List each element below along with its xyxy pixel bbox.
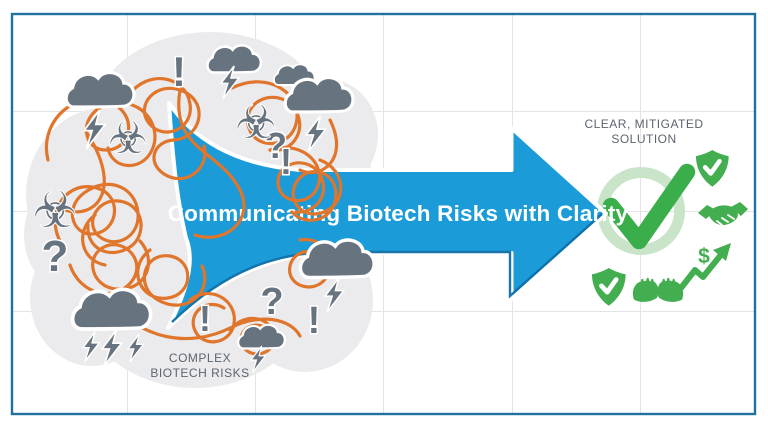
solution-icons: $ [592, 150, 748, 306]
page-border [10, 12, 757, 416]
handshake-icon [698, 202, 748, 226]
arrow-label: Communicating Biotech Risks with Clarity [168, 201, 629, 226]
question-icon: ? [265, 125, 287, 166]
shield-check-icon-top [696, 150, 729, 187]
exclamation-icon: ! [199, 298, 211, 339]
exclamation-icon: ! [172, 48, 186, 95]
biohazard-icon: ☣ [33, 182, 78, 238]
question-icon: ? [260, 281, 283, 323]
solution-caption-line2: SOLUTION [611, 132, 676, 146]
exclamation-icon: ! [280, 141, 292, 182]
biohazard-icon: ☣ [108, 114, 147, 163]
dollar-sign: $ [698, 245, 710, 268]
solution-caption-line1: CLEAR, MITIGATED [584, 117, 703, 131]
growth-dollar-icon: $ [678, 243, 731, 291]
problem-caption-line1: COMPLEX [169, 351, 231, 365]
captions: COMPLEX BIOTECH RISKS CLEAR, MITIGATED S… [150, 117, 703, 380]
risk-marks: ! ! ! ! ? ? ? ☣ ☣ ☣ [32, 47, 322, 344]
biohazard-icon: ☣ [235, 96, 276, 148]
problem-caption-line2: BIOTECH RISKS [150, 366, 249, 380]
question-icon: ? [42, 232, 69, 281]
shield-check-icon-bottom [592, 268, 626, 306]
exclamation-icon: ! [308, 300, 321, 342]
